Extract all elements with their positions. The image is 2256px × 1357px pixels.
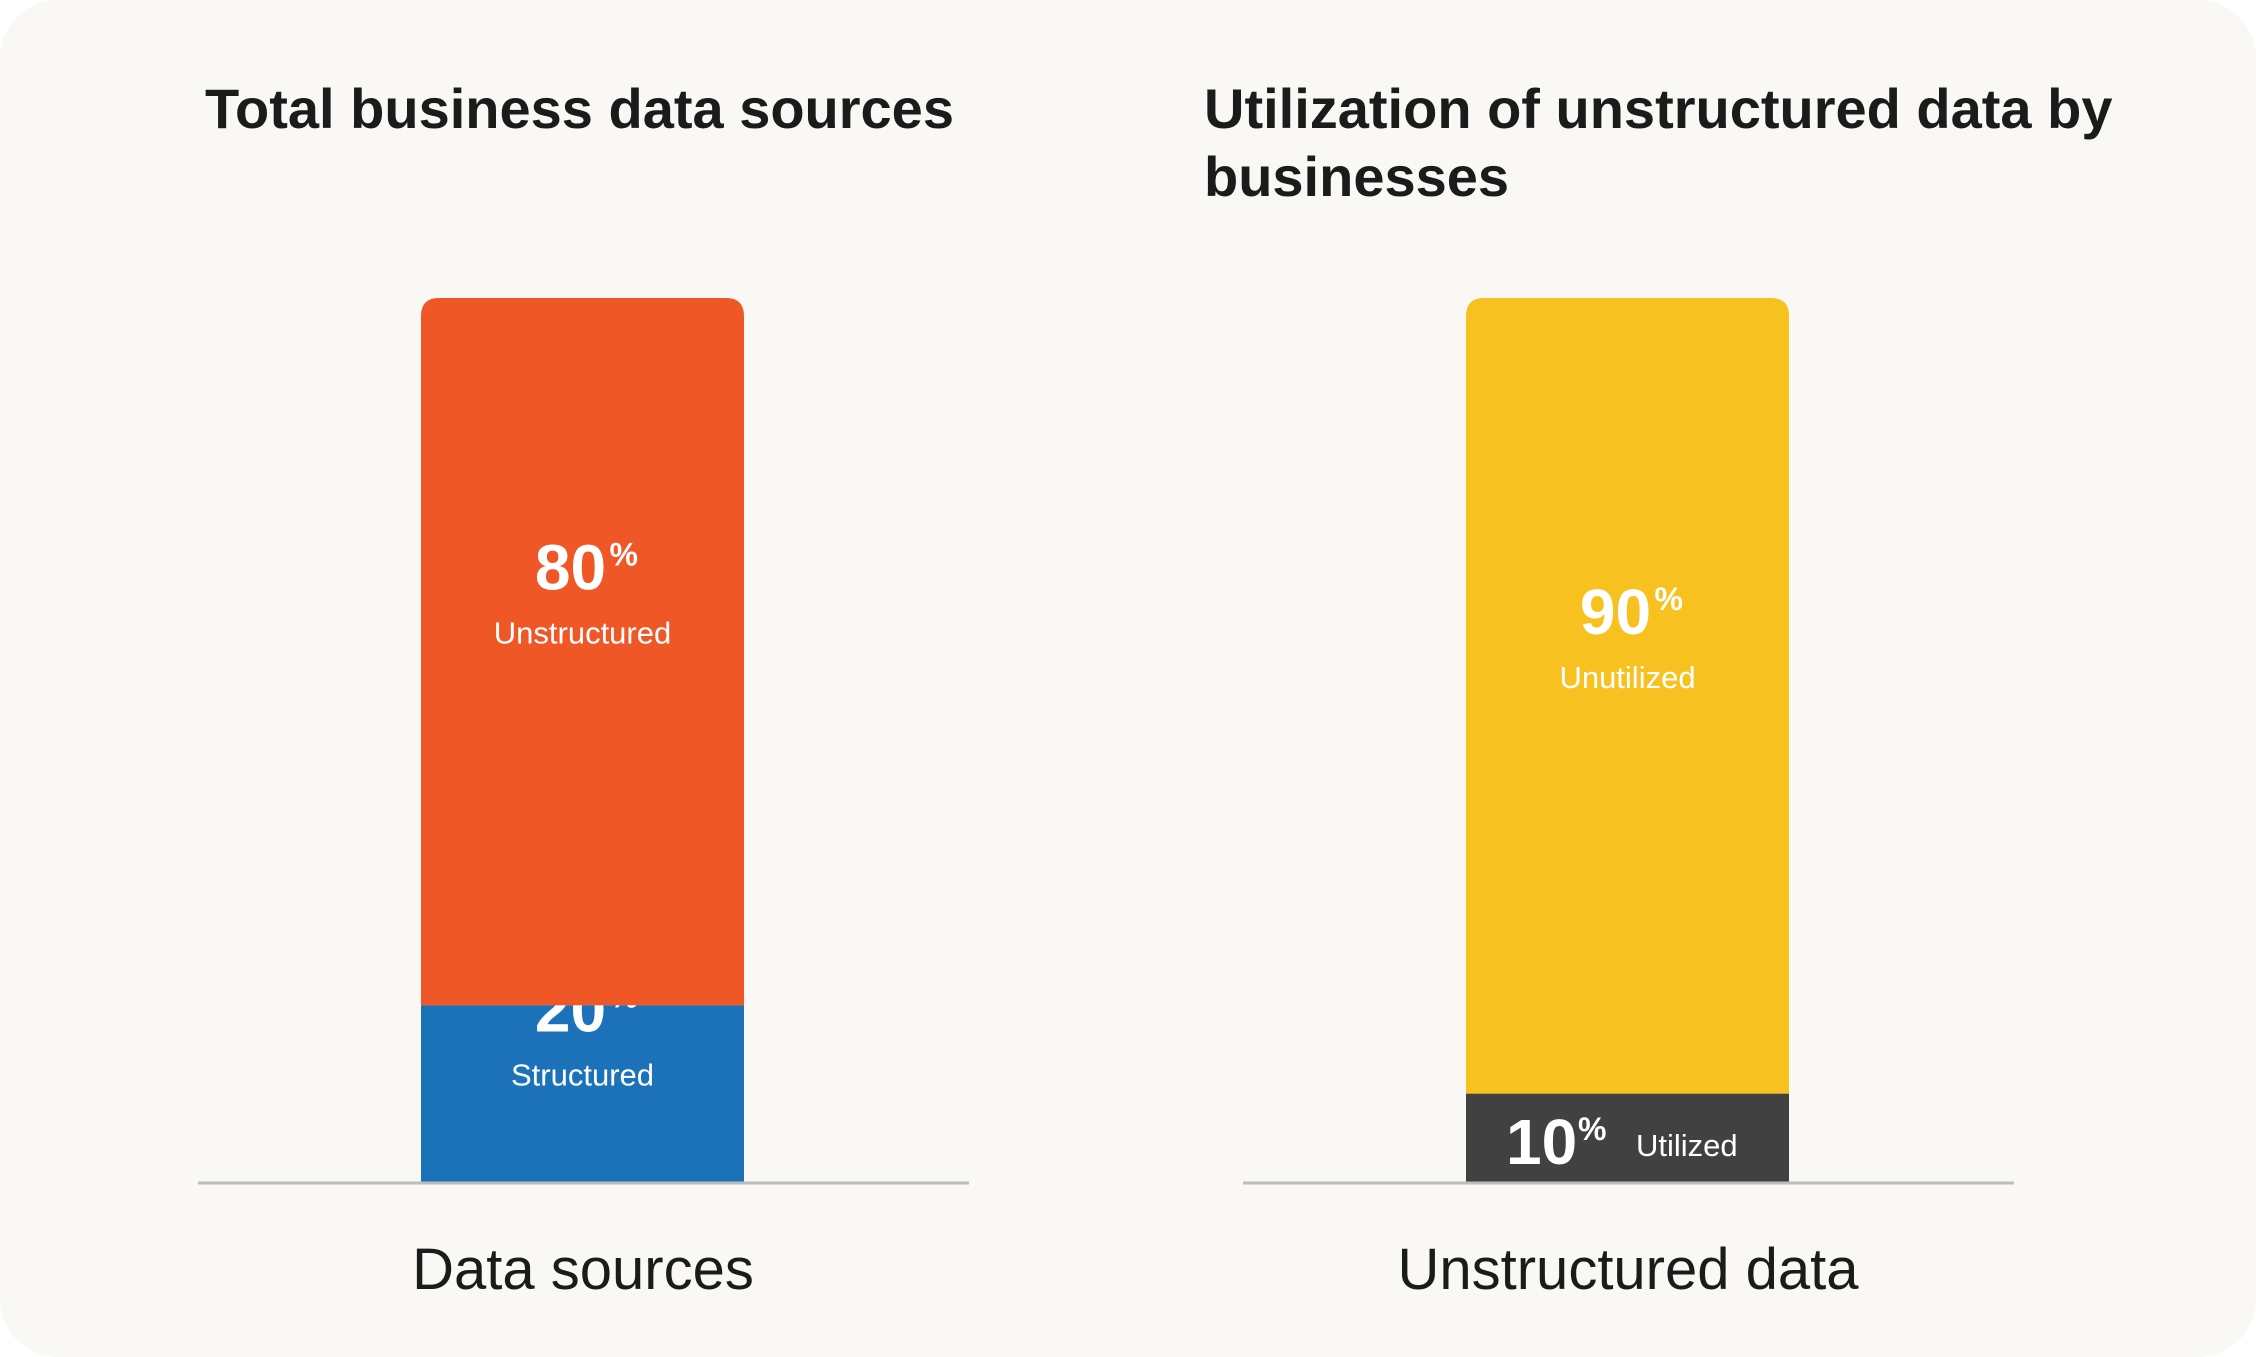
bar-segment-utilized <box>1466 1093 1789 1182</box>
data-label-unutilized-value: 90 <box>1580 576 1651 648</box>
bar-segment-unutilized <box>1466 298 1789 1094</box>
x-axis-label: Unstructured data <box>1397 1237 1859 1302</box>
data-label-unstructured-unit: % <box>610 537 638 573</box>
data-label-unutilized-name: Unutilized <box>1559 660 1695 695</box>
data-label-utilized-unit: % <box>1578 1111 1606 1147</box>
chart-panel-2: Utilization of unstructured data by busin… <box>1204 77 2112 1302</box>
data-label-unstructured-name: Unstructured <box>494 616 671 651</box>
chart-title: Total business data sources <box>205 77 954 140</box>
data-label-structured-name: Structured <box>511 1058 654 1093</box>
data-label-utilized-value: 10 <box>1506 1106 1577 1178</box>
x-axis-label: Data sources <box>412 1237 754 1302</box>
data-label-utilized-name: Utilized <box>1636 1128 1738 1163</box>
data-label-unstructured-value: 80 <box>535 532 606 604</box>
data-label-unutilized-unit: % <box>1655 581 1683 617</box>
bar-segment-structured <box>421 1005 744 1182</box>
chart-panel-1: Total business data sources20%Structured… <box>198 77 969 1302</box>
chart-title: Utilization of unstructured data by busin… <box>1204 77 2112 208</box>
bar-segment-unstructured <box>421 298 744 1006</box>
